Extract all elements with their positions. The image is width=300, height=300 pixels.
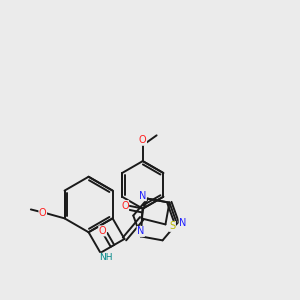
Text: O: O [121, 201, 129, 211]
Text: S: S [169, 221, 176, 231]
Text: NH: NH [99, 253, 112, 262]
Text: N: N [137, 226, 144, 236]
Text: O: O [99, 226, 106, 236]
Text: N: N [179, 218, 187, 229]
Text: N: N [139, 191, 146, 201]
Text: O: O [139, 135, 147, 145]
Text: O: O [39, 208, 46, 218]
